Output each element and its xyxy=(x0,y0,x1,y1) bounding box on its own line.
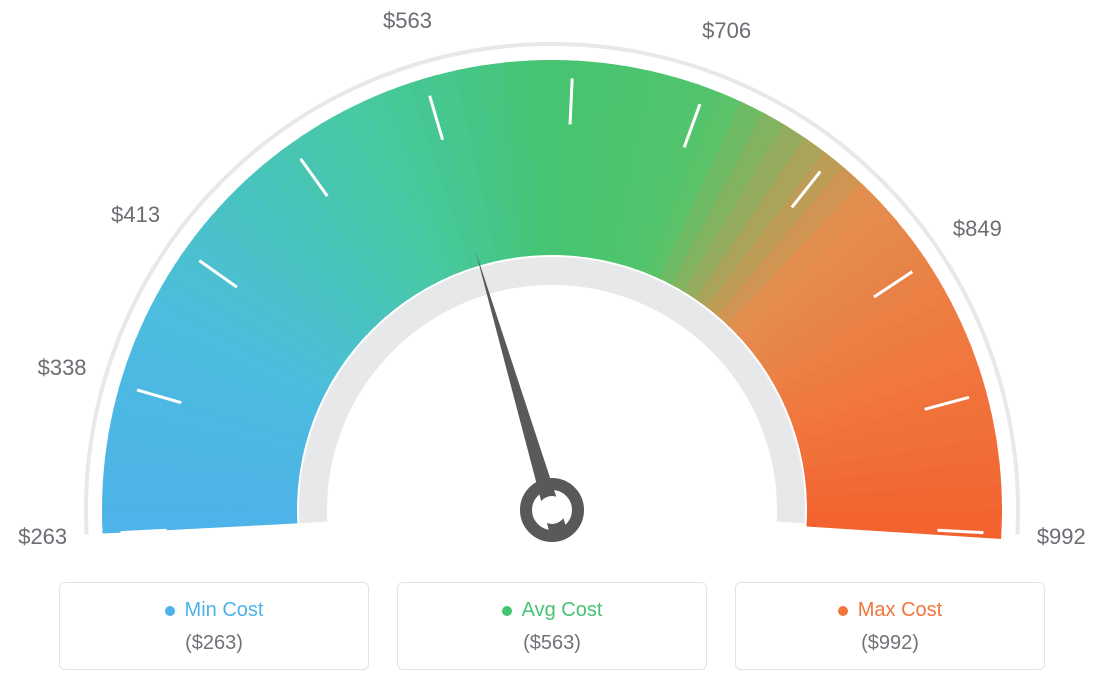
gauge-tick-label: $706 xyxy=(702,18,751,44)
legend-value: ($263) xyxy=(78,632,350,655)
legend-dot-icon xyxy=(165,606,175,616)
gauge-needle xyxy=(476,251,568,537)
legend-card: Min Cost ($263) xyxy=(59,582,369,670)
cost-gauge-widget: $263 $338 $413 $563 $706 $849 $992 Min Cost ($2… xyxy=(0,0,1104,690)
legend-label: Max Cost xyxy=(858,599,942,622)
legend-value: ($992) xyxy=(754,632,1026,655)
legend-row: Min Cost ($263) Avg Cost ($563) Max Cost ($99… xyxy=(0,582,1104,670)
legend-title: Avg Cost xyxy=(502,599,603,622)
legend-title: Max Cost xyxy=(838,599,942,622)
legend-dot-icon xyxy=(838,606,848,616)
gauge-tick-label: $263 xyxy=(18,524,67,550)
gauge-area: $263 $338 $413 $563 $706 $849 $992 xyxy=(0,0,1104,560)
legend-dot-icon xyxy=(502,606,512,616)
legend-label: Min Cost xyxy=(185,599,264,622)
legend-value: ($563) xyxy=(416,632,688,655)
gauge-tick-label: $849 xyxy=(953,216,1002,242)
gauge-tick-label: $563 xyxy=(383,8,432,34)
gauge-svg xyxy=(0,0,1104,560)
gauge-tick-label: $992 xyxy=(1037,524,1086,550)
gauge-needle-hub-center xyxy=(538,496,566,524)
gauge-segment xyxy=(806,509,1002,539)
legend-title: Min Cost xyxy=(165,599,264,622)
legend-card: Avg Cost ($563) xyxy=(397,582,707,670)
gauge-tick-label: $413 xyxy=(111,202,160,228)
legend-label: Avg Cost xyxy=(522,599,603,622)
gauge-tick-label: $338 xyxy=(38,355,87,381)
legend-card: Max Cost ($992) xyxy=(735,582,1045,670)
